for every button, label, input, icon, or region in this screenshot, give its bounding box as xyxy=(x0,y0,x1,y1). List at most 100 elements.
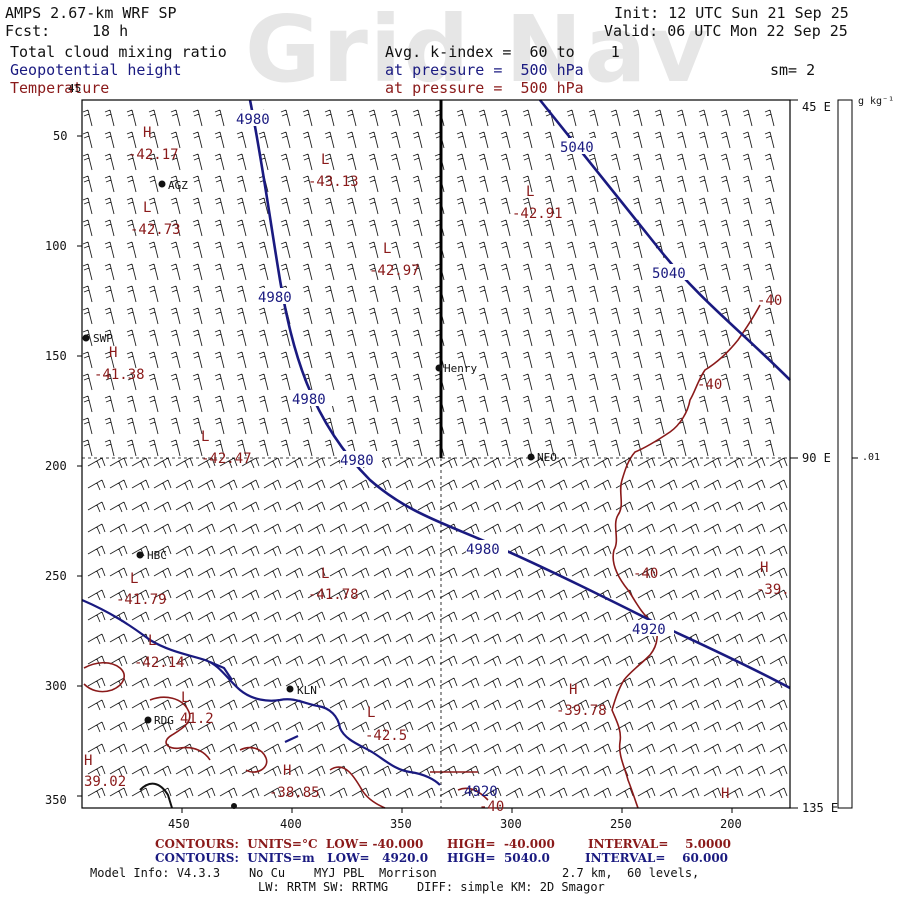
y-tick-label: 50 xyxy=(53,129,67,143)
field-name-temperature: Temperature xyxy=(10,79,110,97)
colorbar-unit: g kg⁻¹ xyxy=(858,96,894,107)
height-label: 4980 xyxy=(340,453,374,469)
extremum-type: L xyxy=(383,241,391,257)
height-label: 4980 xyxy=(258,290,292,306)
height-contour-interval: INTERVAL= 60.000 xyxy=(585,851,729,865)
model-info: Model Info: V4.3.3 No Cu MYJ PBL Morriso… xyxy=(90,866,437,880)
extremum-value: -41.38 xyxy=(94,367,145,383)
axis-ticks xyxy=(77,135,733,813)
watermark-text: Grid Nav xyxy=(245,0,711,103)
colorbar xyxy=(790,99,858,809)
extremum-type: L xyxy=(321,566,329,582)
extremum-value: -41.78 xyxy=(308,587,359,603)
station-marker xyxy=(286,685,294,693)
extremum-value: -38.85 xyxy=(269,785,320,801)
extremum-type: H xyxy=(283,763,291,779)
extremum-value: -42.5 xyxy=(365,728,407,744)
x-tick-label: 300 xyxy=(500,817,522,831)
grid-info: 2.7 km, 60 levels, xyxy=(562,866,700,880)
extremum-type: L xyxy=(526,184,534,200)
station-marker xyxy=(144,716,152,724)
extremum-value: -42.97 xyxy=(369,263,420,279)
station-marker xyxy=(527,453,535,461)
height-label: 4980 xyxy=(466,542,500,558)
field-detail-cloud: Avg. k-index = 60 to 1 xyxy=(385,43,620,61)
colorbar-tick-label: .01 xyxy=(862,452,880,463)
field-name-cloud: Total cloud mixing ratio xyxy=(10,43,227,61)
extremum-type: H xyxy=(143,125,151,141)
station-marker xyxy=(158,180,166,188)
extremum-type: L xyxy=(321,152,329,168)
extremum-value: -39. xyxy=(756,582,790,598)
extremum-value: -43.13 xyxy=(308,174,359,190)
height-contour-high: HIGH= 5040.0 xyxy=(447,851,550,865)
station-label: SWP xyxy=(93,332,113,345)
coastline xyxy=(81,598,441,786)
temp-contour-label: -40 xyxy=(479,799,504,815)
station-marker xyxy=(435,364,443,372)
temp-contour-interval: INTERVAL= 5.0000 xyxy=(588,837,732,851)
y-tick-label: 150 xyxy=(45,349,67,363)
x-tick-label: 450 xyxy=(168,817,190,831)
extremum-type: L xyxy=(148,633,156,649)
height-label: 5040 xyxy=(652,266,686,282)
extremum-value: -42.17 xyxy=(128,147,179,163)
map-frame xyxy=(81,99,791,809)
height-label: 4980 xyxy=(292,392,326,408)
field-name-height: Geopotential height xyxy=(10,61,182,79)
station-label: HBC xyxy=(147,549,167,562)
extremum-type: H xyxy=(109,345,117,361)
longitude-label: 135 E xyxy=(802,801,838,815)
wind-barb-grid xyxy=(82,109,788,799)
station-label: AGZ xyxy=(168,179,188,192)
extremum-value: -42.47 xyxy=(201,451,252,467)
extremum-type: H xyxy=(84,753,92,769)
grid-lines xyxy=(82,457,790,808)
extremum-type: L xyxy=(130,571,138,587)
physics-info: LW: RRTM SW: RRTMG DIFF: simple KM: 2D S… xyxy=(258,880,605,894)
height-label: 4980 xyxy=(236,112,270,128)
init-time: Init: 12 UTC Sun 21 Sep 25 xyxy=(614,4,849,22)
y-tick-label: 300 xyxy=(45,679,67,693)
y-tick-label: 200 xyxy=(45,459,67,473)
extremum-type: L xyxy=(201,429,209,445)
extremum-type: L xyxy=(143,200,151,216)
temperature-labels: -40 -40 -40 -40 H -42.17 L -43.13 L -42.… xyxy=(84,125,790,815)
height-labels: 4980 4980 4980 4980 4980 4920 4920 5040 … xyxy=(236,110,694,800)
model-title: AMPS 2.67-km WRF SP xyxy=(5,4,177,22)
x-tick-label: 250 xyxy=(610,817,632,831)
y-tick-label: 250 xyxy=(45,569,67,583)
extremum-value: 41.2 xyxy=(180,711,214,727)
extremum-value: -41.79 xyxy=(116,592,167,608)
x-tick-label: 350 xyxy=(390,817,412,831)
extremum-value: -42.14 xyxy=(134,655,185,671)
extremum-type: H xyxy=(569,682,577,698)
extremum-value: 39.02 xyxy=(84,774,126,790)
station-label: NEO xyxy=(537,451,557,464)
station-label: Henry xyxy=(444,362,477,375)
forecast-label: Fcst: xyxy=(5,22,51,40)
temp-contour-label: -40 xyxy=(757,293,782,309)
extremum-type: H xyxy=(760,560,768,576)
x-tick-label: 400 xyxy=(280,817,302,831)
stations: AGZ SWP Henry NEO HBC KLN RDG xyxy=(82,179,557,809)
extremum-value: -39.78 xyxy=(556,703,607,719)
field-detail-temperature: at pressure = 500 hPa xyxy=(385,79,584,97)
extremum-value: -42.73 xyxy=(130,222,181,238)
y-tick-label: 100 xyxy=(45,239,67,253)
corner-label: 45 xyxy=(68,82,81,95)
temp-contour-info: CONTOURS: UNITS=°C LOW= -40.000 xyxy=(155,837,424,851)
station-marker xyxy=(136,551,144,559)
wind-barbs xyxy=(82,109,788,799)
temp-contour-high: HIGH= -40.000 xyxy=(447,837,555,851)
extremum-type: L xyxy=(181,690,189,706)
temperature-contours xyxy=(83,304,761,809)
temp-contour-label: -40 xyxy=(697,377,722,393)
extremum-value: -42.91 xyxy=(512,206,563,222)
valid-time: Valid: 06 UTC Mon 22 Sep 25 xyxy=(604,22,848,40)
longitude-label: 90 E xyxy=(802,451,831,465)
temp-contour-label: -40 xyxy=(633,566,658,582)
height-contour-info: CONTOURS: UNITS=m LOW= 4920.0 xyxy=(155,851,429,865)
extremum-type: H xyxy=(721,786,729,802)
